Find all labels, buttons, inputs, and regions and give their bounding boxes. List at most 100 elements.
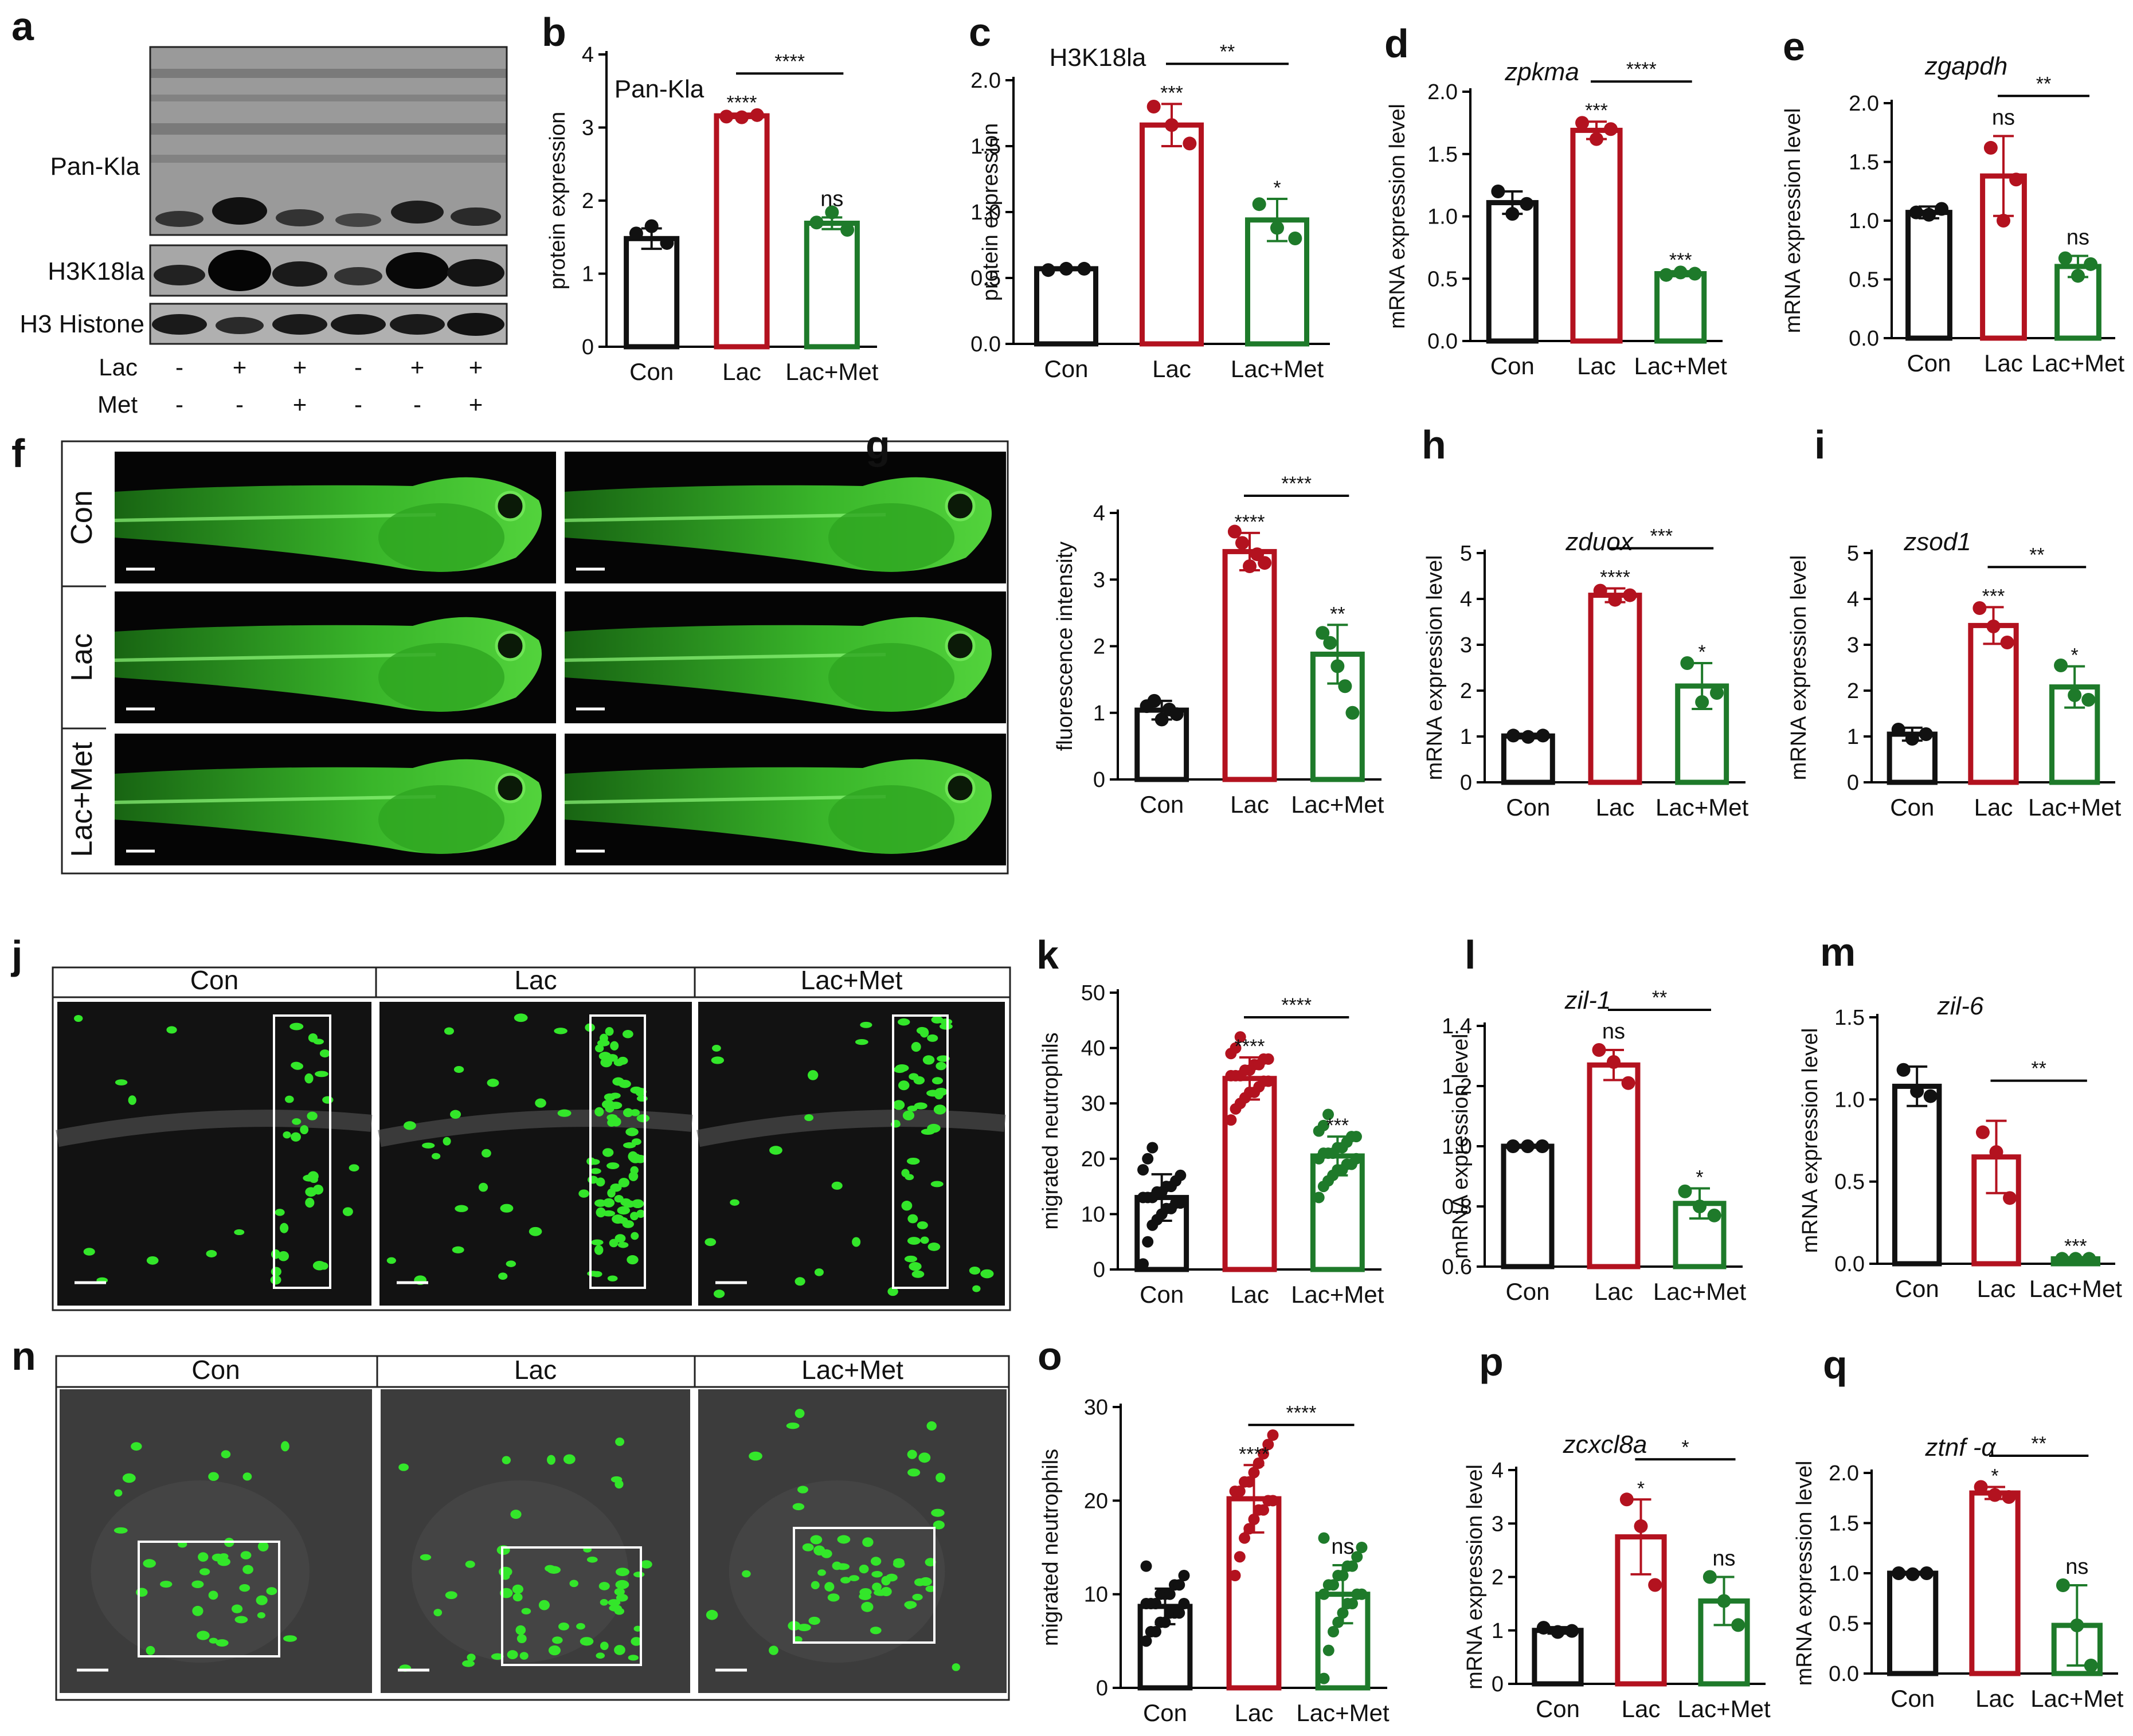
neutrophil-dot [730,1199,739,1206]
neutrophil-dot [342,1207,353,1216]
blot-pan-kla-bands [150,69,507,163]
data-point [1350,1131,1362,1143]
treatment-sign: - [413,391,421,418]
panel-n-frame [55,1355,1010,1701]
y-tick-label: 1.2 [1442,1075,1472,1099]
neutrophil-dot [769,1645,778,1655]
y-tick-label: 3 [1492,1512,1504,1536]
neutrophil-dot [315,1071,328,1077]
neutrophil-dot [749,1451,762,1461]
neutrophil-dot [795,1409,805,1418]
y-tick-label: 30 [1081,1092,1105,1116]
blot-row-label-1: H3K18la [48,257,144,285]
neutrophil-dot [909,1261,922,1271]
neutrophil-dot [786,1422,800,1429]
neutrophil-dot [636,1209,645,1218]
neutrophil-dot [197,1631,210,1640]
panel-letter-n: n [11,1334,36,1378]
x-category-label: Con [629,358,674,385]
neutrophil-dot [904,1601,917,1609]
significance-label: *** [1669,249,1692,271]
data-point [1239,1532,1251,1544]
data-point [1225,1114,1237,1126]
neutrophil-dot [705,1238,717,1247]
neutrophil-dot [606,1114,618,1121]
data-point [2070,1619,2084,1632]
blot-h3-histone-frame [149,303,508,345]
data-point [1703,1570,1717,1584]
y-tick-label: 3 [582,116,594,140]
neutrophil-dot [386,1257,396,1264]
y-axis-title: migrated neutrophils [1039,1032,1063,1229]
neutrophil-dot [404,1121,416,1130]
blot-h3k18la-bands [154,250,504,291]
y-tick-label: 5 [1460,542,1472,566]
neutrophil-dot [927,1243,941,1251]
neutrophil-dot [589,1168,601,1174]
neutrophil-dot [625,1127,639,1137]
panel-f-frame [61,440,1009,875]
neutrophil-dot [919,1577,932,1586]
blot-h3-histone-bands [152,313,504,336]
data-point [1986,620,2001,633]
neutrophil-dot [905,1174,914,1181]
y-tick-label: 0.6 [1442,1255,1472,1279]
data-point [1230,1042,1242,1054]
neutrophil-dot [122,1473,136,1483]
treatment-sign: - [236,391,244,418]
chart-title: H3K18la [1050,44,1146,72]
fish-yolk [828,785,954,854]
data-point [1059,261,1073,276]
y-tick-label: 2.0 [970,69,1001,93]
significance-label: ns [1331,1535,1354,1559]
neutrophil-dot [886,1573,898,1582]
neutrophil-dot [432,1153,441,1159]
neutrophil-dot [807,1070,819,1080]
neutrophil-dot [952,1663,960,1671]
bar-lac [1222,548,1277,782]
neutrophil-dot [615,1234,626,1243]
neutrophil-dot [907,1449,917,1459]
neutrophil-dot [631,1199,644,1209]
image-col-label-1: Lac [514,1355,557,1385]
bar-con [1501,1143,1555,1269]
neutrophil-dot [907,1237,921,1245]
neutrophil-dot [600,1599,608,1606]
data-point [1603,122,1618,136]
neutrophil-dot [114,1527,128,1534]
significance-label: *** [2064,1236,2087,1257]
neutrophil-dot [206,1249,217,1257]
neutrophil-dot [848,1575,860,1581]
neutrophil-dot [281,1441,289,1452]
data-point [660,236,674,250]
data-point [1356,1588,1368,1600]
neutrophil-dot [462,1660,475,1667]
data-point [1243,559,1257,573]
data-point [1234,1031,1246,1043]
neutrophil-dot [455,1205,468,1212]
blot-row-label-2: H3 Histone [19,310,144,338]
neutrophil-dot [920,1236,929,1244]
x-category-label: Con [1044,355,1088,382]
neutrophil-dot [831,1181,843,1190]
chart-d: d zpkma 0.0 0.5 1.0 1.5 2.0 mRNA expression lev… [1384,21,1727,379]
data-point [1165,118,1179,132]
data-point [1332,1616,1344,1628]
fish-eye [495,491,526,522]
neutrophil-dot [349,1164,359,1171]
fish-yolk [828,503,954,572]
neutrophil-dot [529,1226,542,1236]
y-tick-label: 2.0 [1829,1461,1859,1486]
neutrophil-dot [292,1062,303,1070]
treatment-sign: - [354,391,362,418]
y-tick-label: 40 [1081,1037,1105,1061]
neutrophil-dot [601,1100,615,1109]
data-point [1346,1598,1358,1609]
neutrophil-dot [804,1114,814,1122]
image-col-label-1: Lac [514,965,557,995]
panel-letter-q: q [1823,1342,1848,1387]
data-point [1634,1519,1648,1533]
neutrophil-dot [608,1599,621,1606]
data-point [1905,1567,1920,1581]
